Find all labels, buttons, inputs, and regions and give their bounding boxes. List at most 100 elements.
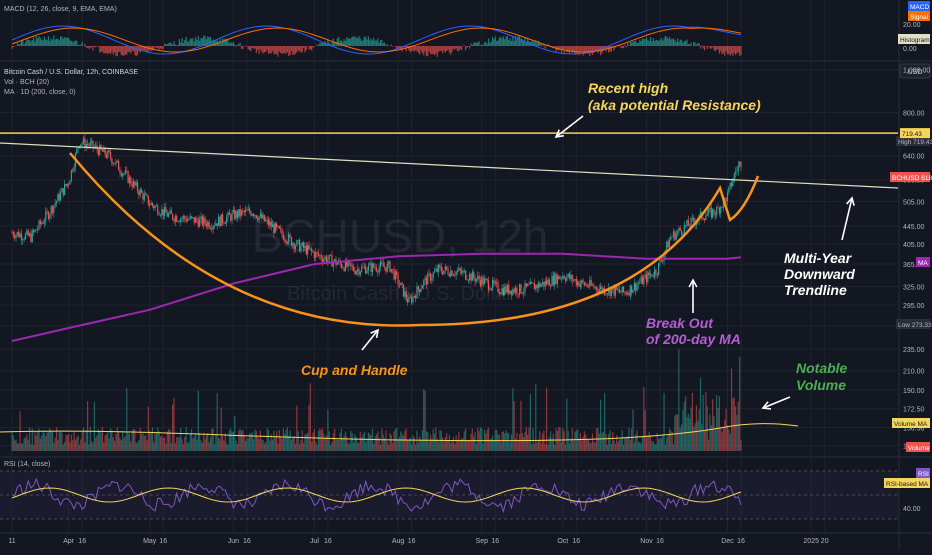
volume-bar bbox=[399, 437, 400, 451]
volume-bar bbox=[739, 357, 740, 451]
macd-histogram-bar bbox=[186, 37, 187, 46]
x-tick-label: 16 bbox=[78, 538, 86, 545]
volume-bar bbox=[690, 408, 691, 451]
candle-body bbox=[44, 221, 45, 223]
volume-bar bbox=[607, 445, 608, 451]
price-tick-label: 445.00 bbox=[903, 224, 925, 231]
macd-histogram-bar bbox=[236, 46, 237, 47]
volume-bar bbox=[195, 433, 196, 451]
candle-body bbox=[130, 177, 131, 184]
volume-bar bbox=[723, 427, 724, 451]
candle-body bbox=[129, 177, 130, 183]
macd-histogram-bar bbox=[738, 46, 739, 52]
candle-body bbox=[153, 205, 154, 208]
macd-histogram-bar bbox=[620, 46, 621, 48]
candle-body bbox=[200, 216, 201, 219]
volume-bar bbox=[45, 436, 46, 451]
candle-body bbox=[241, 211, 242, 216]
volume-bar bbox=[534, 444, 535, 451]
macd-histogram-bar bbox=[56, 39, 57, 46]
candle-body bbox=[740, 162, 741, 167]
volume-bar bbox=[98, 429, 99, 451]
candle-body bbox=[191, 216, 192, 217]
macd-histogram-bar bbox=[491, 42, 492, 46]
volume-bar bbox=[142, 433, 143, 451]
macd-histogram-bar bbox=[657, 40, 658, 46]
macd-histogram-bar bbox=[728, 46, 729, 54]
macd-histogram-bar bbox=[474, 42, 475, 46]
macd-histogram-bar bbox=[677, 39, 678, 46]
volume-bar bbox=[275, 436, 276, 451]
macd-histogram-bar bbox=[686, 40, 687, 46]
volume-bar bbox=[36, 436, 37, 451]
candle-body bbox=[92, 141, 93, 148]
macd-histogram-bar bbox=[415, 46, 416, 50]
candle-body bbox=[425, 278, 426, 281]
macd-histogram-bar bbox=[562, 46, 563, 49]
volume-bar bbox=[383, 435, 384, 451]
volume-bar bbox=[697, 421, 698, 451]
candle-body bbox=[380, 262, 381, 267]
macd-tick-label: 20.00 bbox=[903, 22, 921, 29]
volume-bar bbox=[462, 438, 463, 451]
macd-histogram-bar bbox=[673, 39, 674, 46]
volume-bar bbox=[264, 444, 265, 451]
macd-histogram-bar bbox=[51, 38, 52, 46]
volume-bar bbox=[611, 444, 612, 451]
macd-histogram-bar bbox=[288, 46, 289, 56]
volume-bar bbox=[623, 445, 624, 451]
volume-bar bbox=[67, 435, 68, 451]
volume-bar bbox=[368, 432, 369, 451]
volume-bar bbox=[329, 431, 330, 451]
volume-bar bbox=[670, 430, 671, 451]
candle-body bbox=[40, 221, 41, 224]
macd-histogram-bar bbox=[284, 46, 285, 53]
volume-bar bbox=[389, 433, 390, 451]
volume-bar bbox=[449, 435, 450, 451]
candle-body bbox=[204, 217, 205, 223]
macd-histogram-bar bbox=[470, 43, 471, 46]
macd-histogram-bar bbox=[267, 46, 268, 50]
volume-bar bbox=[42, 430, 43, 451]
macd-histogram-bar bbox=[469, 46, 470, 49]
volume-bar bbox=[354, 434, 355, 451]
volume-bar bbox=[735, 406, 736, 451]
volume-bar bbox=[665, 445, 666, 451]
candle-body bbox=[396, 271, 397, 274]
volume-bar bbox=[740, 440, 741, 451]
candle-body bbox=[352, 266, 353, 267]
macd-histogram-bar bbox=[554, 46, 555, 47]
macd-histogram-bar bbox=[658, 41, 659, 46]
volume-bar bbox=[125, 436, 126, 451]
candle-body bbox=[676, 233, 677, 239]
candle-body bbox=[709, 208, 710, 209]
volume-bar bbox=[703, 395, 704, 451]
volume-bar bbox=[33, 445, 34, 451]
macd-histogram-bar bbox=[241, 46, 242, 49]
volume-bar bbox=[673, 444, 674, 451]
macd-histogram-bar bbox=[511, 41, 512, 46]
macd-histogram-bar bbox=[724, 46, 725, 56]
volume-bar bbox=[210, 437, 211, 451]
macd-histogram-bar bbox=[198, 36, 199, 46]
tag-high: High 719.43 bbox=[898, 139, 932, 146]
macd-histogram-bar bbox=[519, 37, 520, 46]
candle-body bbox=[152, 203, 153, 206]
volume-bar bbox=[503, 431, 504, 451]
x-tick-label: Jun bbox=[228, 538, 239, 545]
macd-histogram-bar bbox=[435, 46, 436, 53]
macd-histogram-bar bbox=[64, 37, 65, 46]
candle-body bbox=[526, 283, 527, 286]
macd-histogram-bar bbox=[508, 40, 509, 46]
macd-histogram-bar bbox=[281, 46, 282, 54]
macd-histogram-bar bbox=[107, 46, 108, 54]
candle-body bbox=[562, 276, 563, 278]
candle-body bbox=[160, 215, 161, 216]
volume-bar bbox=[114, 441, 115, 451]
candle-body bbox=[666, 242, 667, 251]
volume-bar bbox=[476, 444, 477, 451]
macd-histogram-bar bbox=[685, 41, 686, 46]
macd-histogram-bar bbox=[488, 38, 489, 46]
candle-body bbox=[207, 222, 208, 227]
volume-bar bbox=[333, 433, 334, 451]
